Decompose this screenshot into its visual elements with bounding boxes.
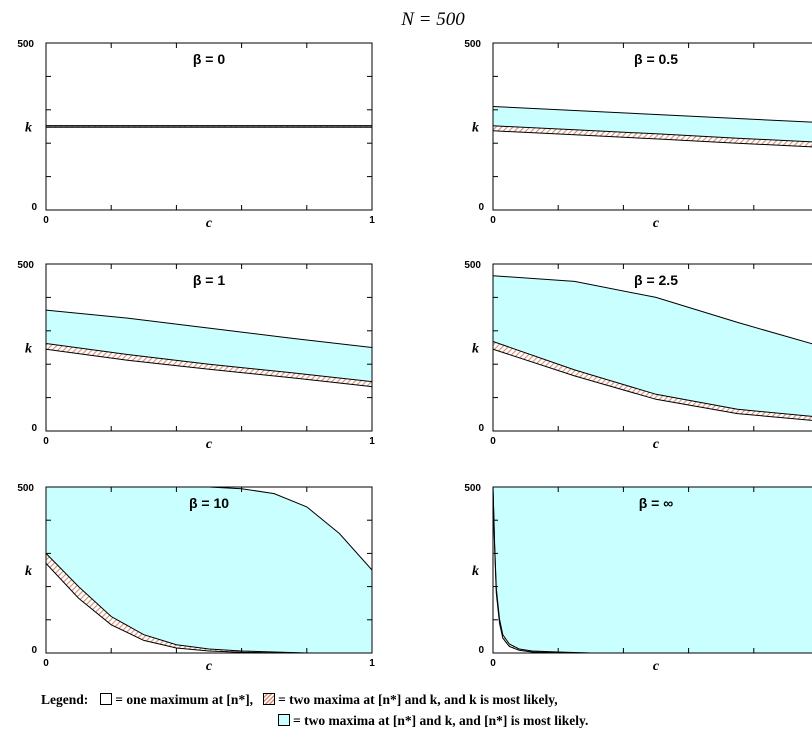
x-tick-label-left: 0 [490, 436, 496, 447]
hatch-region [46, 343, 372, 387]
cyan-upper-boundary [46, 487, 372, 571]
panel-beta-label: β = 0.5 [634, 51, 678, 67]
x-tick-label-right: 1 [369, 215, 375, 226]
legend-white-swatch [100, 693, 113, 705]
y-tick-label-top: 500 [17, 483, 34, 494]
y-tick-label-top: 500 [464, 39, 481, 50]
y-tick-label-bottom: 0 [478, 423, 484, 434]
panel-beta-label: β = 1 [193, 272, 226, 288]
x-axis-label: c [206, 437, 213, 452]
legend-label: Legend: [41, 692, 89, 707]
panel-plot-area [46, 125, 372, 128]
legend-row-2: = two maxima at [n*] and k, and [n*] is … [278, 713, 588, 729]
y-axis-label: k [25, 342, 32, 357]
y-axis-label: k [25, 564, 32, 579]
y-tick-label-top: 500 [17, 39, 34, 50]
x-tick-label-left: 0 [43, 436, 49, 447]
y-tick-label-top: 500 [17, 260, 34, 271]
cyan-region [493, 106, 812, 142]
x-axis-label: c [206, 216, 213, 231]
y-tick-label-bottom: 0 [478, 202, 484, 213]
legend-white-text: = one maximum at [n*], [115, 692, 254, 707]
y-axis-label: k [472, 564, 479, 579]
panel-plot-area [493, 106, 812, 148]
y-tick-label-bottom: 0 [31, 202, 37, 213]
x-tick-label-right: 1 [369, 658, 375, 669]
panel-frame [492, 486, 812, 654]
legend: Legend: = one maximum at [n*], = two maxim… [41, 692, 558, 708]
hatch-lower-boundary [493, 348, 812, 421]
panel-plot-area [46, 309, 372, 388]
y-axis-label: k [472, 342, 479, 357]
hatch-region [493, 125, 812, 147]
hatch-lower-boundary [493, 130, 812, 148]
panel-plot-area [493, 487, 812, 653]
legend-cyan-swatch [278, 714, 290, 726]
panel-beta-label: β = 0 [193, 51, 226, 67]
hatch-lower-boundary [46, 348, 372, 388]
hatch-lower-boundary [46, 563, 372, 653]
figure-title: N = 500 [400, 9, 465, 30]
y-tick-label-bottom: 0 [31, 645, 37, 656]
panel-beta-label: β = 2.5 [634, 272, 678, 288]
hatch-upper-boundary [46, 553, 372, 653]
panel-frame [45, 486, 373, 654]
x-tick-label-left: 0 [490, 215, 496, 226]
panel-plot-area [46, 487, 372, 653]
panel-beta-0: 500 00 1 k c β = 0 [17, 39, 375, 231]
panel-plot-area [493, 275, 812, 421]
y-tick-label-top: 500 [464, 483, 481, 494]
hatch-upper-boundary [493, 341, 812, 417]
cyan-region [493, 275, 812, 417]
y-axis-label: k [25, 121, 32, 136]
y-tick-label-top: 500 [464, 260, 481, 271]
legend-hatch-text: = two maxima at [n*] and k, and k is mos… [278, 692, 558, 707]
panel-beta-label: β = ∞ [639, 495, 674, 511]
y-tick-label-bottom: 0 [31, 423, 37, 434]
panel-frame [45, 42, 373, 211]
cyan-upper-boundary [493, 106, 812, 123]
cyan-region [46, 487, 372, 653]
x-tick-label-right: 1 [369, 436, 375, 447]
panel-beta-label: β = 10 [189, 495, 229, 511]
panel-frame [45, 263, 373, 432]
panel-beta-10: 500 00 1 k c β = 10 [17, 483, 375, 674]
hatch-region [46, 553, 372, 653]
x-axis-label: c [653, 216, 660, 231]
hatch-upper-boundary [493, 125, 812, 143]
legend-cyan-text: = two maxima at [n*] and k, and [n*] is … [293, 713, 589, 728]
cyan-region [493, 487, 812, 653]
y-axis-label: k [472, 121, 479, 136]
cyan-upper-boundary [46, 309, 372, 348]
x-tick-label-left: 0 [43, 658, 49, 669]
panel-frame [492, 263, 812, 432]
x-tick-label-left: 0 [490, 658, 496, 669]
x-tick-label-left: 0 [43, 215, 49, 226]
legend-hatch-swatch [263, 693, 276, 705]
cyan-region [46, 310, 372, 382]
y-tick-label-bottom: 0 [478, 645, 484, 656]
cyan-upper-boundary [493, 275, 812, 345]
x-axis-label: c [206, 659, 213, 674]
hatch-upper-boundary [46, 343, 372, 383]
panel-frame [492, 42, 812, 211]
x-axis-label: c [653, 437, 660, 452]
panel-beta-1: 500 00 1 k c β = 1 [17, 260, 375, 452]
x-axis-label: c [653, 659, 660, 674]
